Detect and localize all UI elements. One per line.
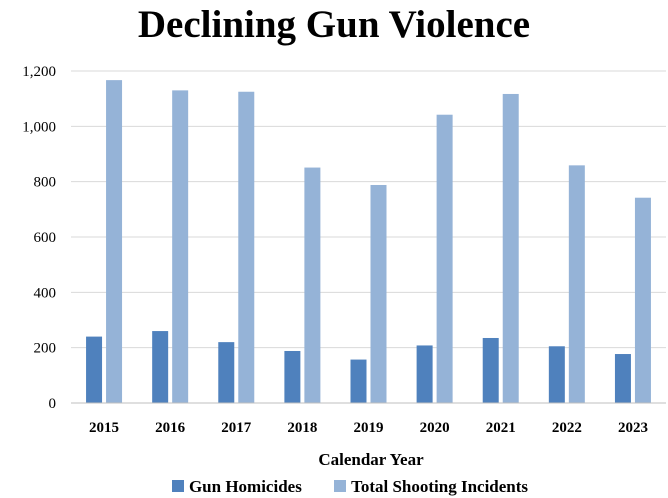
- bar-gun-homicides: [548, 346, 565, 403]
- legend-swatch-homicides: [171, 480, 184, 492]
- bars: [86, 80, 651, 404]
- bar-total-shooting-incidents: [568, 165, 585, 403]
- bar-total-shooting-incidents: [106, 80, 123, 403]
- x-tick-label: 2016: [155, 420, 186, 436]
- bar-gun-homicides: [152, 331, 169, 403]
- bar-gun-homicides: [86, 336, 103, 403]
- x-tick-label: 2017: [221, 420, 252, 436]
- legend-item-homicides: Gun Homicides: [171, 477, 302, 497]
- bar-total-shooting-incidents: [370, 184, 387, 403]
- bar-total-shooting-incidents: [238, 91, 255, 403]
- x-tick-label: 2015: [89, 420, 119, 436]
- y-tick-label: 0: [49, 396, 57, 412]
- legend-swatch-shootings: [334, 480, 347, 492]
- legend-item-shootings: Total Shooting Incidents: [334, 477, 528, 497]
- x-tick-label: 2020: [420, 420, 450, 436]
- legend: Gun Homicides Total Shooting Incidents: [0, 477, 668, 497]
- axes: 0 200 400 600 800 1,000 1,200 2015 2016 2017 2018 2…: [22, 64, 666, 436]
- y-tick-label: 200: [34, 341, 57, 357]
- bar-gun-homicides: [416, 345, 433, 403]
- legend-label-homicides: Gun Homicides: [188, 477, 302, 496]
- y-tick-label: 800: [34, 175, 57, 191]
- bar-gun-homicides: [350, 359, 367, 403]
- gridlines: [71, 70, 666, 349]
- bar-total-shooting-incidents: [436, 114, 453, 404]
- bar-total-shooting-incidents: [304, 167, 321, 403]
- y-tick-label: 400: [34, 285, 57, 301]
- y-tick-label: 1,200: [22, 64, 56, 80]
- bar-total-shooting-incidents: [502, 93, 519, 404]
- x-tick-label: 2022: [552, 420, 582, 436]
- x-axis-label: Calendar Year: [318, 450, 424, 469]
- x-tick-label: 2019: [354, 420, 384, 436]
- bar-total-shooting-incidents: [172, 90, 189, 403]
- legend-label-shootings: Total Shooting Incidents: [351, 477, 529, 496]
- bar-gun-homicides: [614, 354, 631, 403]
- bar-total-shooting-incidents: [634, 197, 651, 403]
- chart-title: Declining Gun Violence: [137, 3, 531, 46]
- x-tick-label: 2021: [486, 420, 516, 436]
- bar-gun-homicides: [482, 337, 499, 403]
- y-tick-label: 1,000: [22, 119, 56, 135]
- bar-gun-homicides: [284, 350, 301, 403]
- x-tick-label: 2018: [287, 420, 317, 436]
- x-tick-label: 2023: [618, 420, 648, 436]
- y-tick-label: 600: [34, 230, 57, 246]
- bar-gun-homicides: [218, 342, 235, 403]
